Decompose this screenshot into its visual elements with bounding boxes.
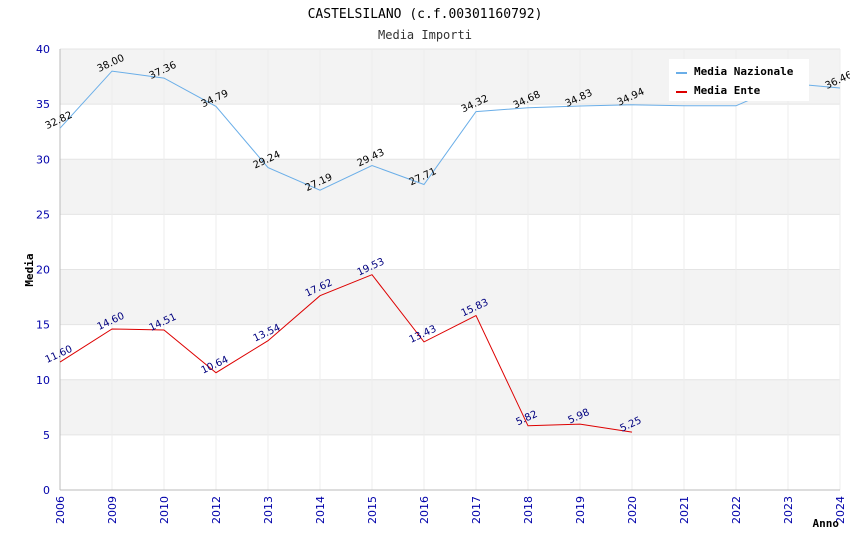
y-tick-label: 30 [36,153,50,166]
data-label: 10.64 [200,354,231,376]
plot-bands [60,49,840,435]
y-tick-labels: 0 5 10 15 20 25 30 35 40 [36,43,50,497]
legend: Media Nazionale Media Ente [669,59,809,101]
x-tick-label: 2019 [574,496,587,524]
gridlines [60,48,841,490]
y-tick-label: 10 [36,374,50,387]
chart-title: CASTELSILANO (c.f.00301160792) [308,7,543,22]
x-tick-label: 2018 [522,496,535,524]
legend-label-media-nazionale: Media Nazionale [694,65,794,78]
x-tick-label: 2017 [470,496,483,524]
y-axis-label: Media [23,253,36,286]
y-tick-label: 5 [43,429,50,442]
x-tick-label: 2013 [262,496,275,524]
x-tick-label: 2012 [210,496,223,524]
x-tick-label: 2009 [106,496,119,524]
x-tick-label: 2020 [626,496,639,524]
x-axis-label: Anno [813,517,840,530]
y-tick-label: 0 [43,484,50,497]
series-line-media-nazionale [59,70,841,191]
x-tick-label: 2006 [54,496,67,524]
plot-band [60,379,840,435]
y-tick-label: 20 [36,264,50,277]
x-tick-labels: 2006 2009 2010 2012 2013 2014 2015 2016 2017 2018… [54,496,847,524]
legend-box [669,59,809,101]
data-label: 11.60 [44,344,75,366]
plot-band [60,159,840,215]
plot-band [60,269,840,325]
y-tick-label: 35 [36,98,50,111]
x-tick-label: 2015 [366,496,379,524]
data-label: 32.82 [44,110,75,132]
x-tick-label: 2014 [314,496,327,524]
series-lines [59,70,841,433]
legend-label-media-ente: Media Ente [694,84,761,97]
chart-subtitle: Media Importi [378,28,472,42]
x-tick-label: 2023 [782,496,795,524]
y-tick-label: 40 [36,43,50,56]
x-tick-label: 2024 [834,496,847,524]
y-tick-label: 25 [36,208,50,221]
series-line-media-ente [59,274,633,433]
x-tick-label: 2010 [158,496,171,524]
y-tick-label: 15 [36,319,50,332]
x-tick-label: 2022 [730,496,743,524]
x-tick-label: 2021 [678,496,691,524]
x-tick-label: 2016 [418,496,431,524]
